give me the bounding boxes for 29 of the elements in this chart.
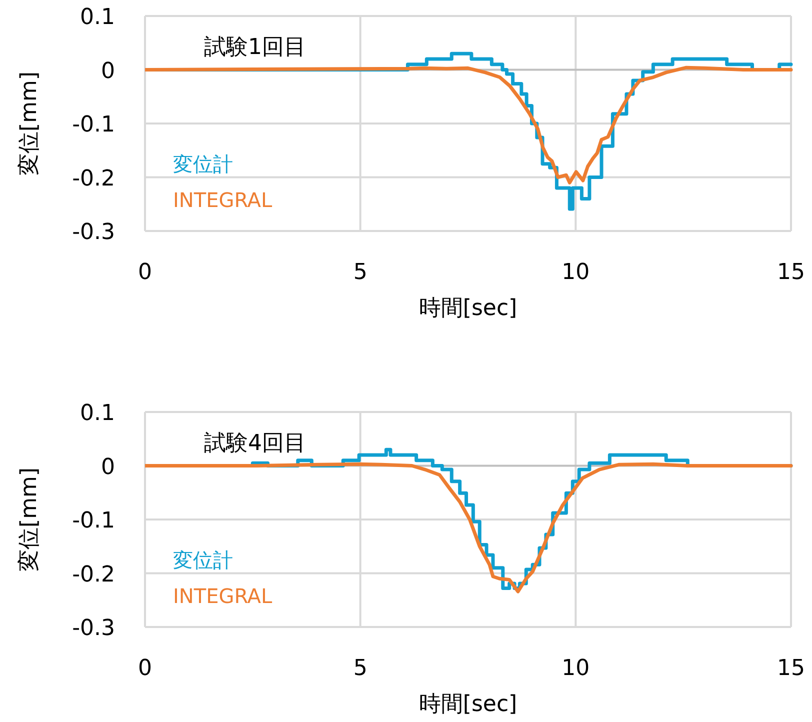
- x-tick-label: 5: [353, 656, 368, 681]
- y-tick-label: -0.1: [72, 508, 115, 534]
- y-tick-label: -0.3: [72, 220, 115, 245]
- x-tick-label: 0: [138, 260, 152, 285]
- y-tick-label: -0.3: [72, 616, 115, 641]
- text: INTEGRAL: [173, 584, 273, 608]
- x-tick-label: 15: [777, 656, 805, 681]
- y-tick-label: 0.1: [80, 5, 115, 30]
- y-axis-title: 変位[mm]: [17, 71, 42, 176]
- y-tick-label: 0: [101, 58, 115, 84]
- line-series: [145, 66, 793, 184]
- y-tick-label: 0.1: [80, 401, 115, 426]
- y-axis-title: 変位[mm]: [17, 467, 42, 572]
- text: 試験1回目: [204, 35, 306, 60]
- x-axis-title: 時間[sec]: [418, 296, 518, 321]
- text: 変位計: [173, 152, 233, 176]
- text: 変位計: [173, 548, 233, 572]
- y-tick-label: -0.2: [72, 166, 115, 192]
- y-tick-label: -0.2: [72, 562, 115, 588]
- x-tick-label: 10: [562, 656, 590, 681]
- text: INTEGRAL: [173, 188, 273, 212]
- x-tick-label: 0: [138, 656, 152, 681]
- x-tick-label: 5: [353, 260, 368, 285]
- y-tick-label: 0: [101, 454, 115, 480]
- y-tick-label: -0.1: [72, 112, 115, 138]
- x-tick-label: 10: [562, 260, 590, 285]
- x-tick-label: 15: [777, 260, 805, 285]
- text: 試験4回目: [204, 431, 306, 456]
- x-axis-title: 時間[sec]: [418, 692, 518, 717]
